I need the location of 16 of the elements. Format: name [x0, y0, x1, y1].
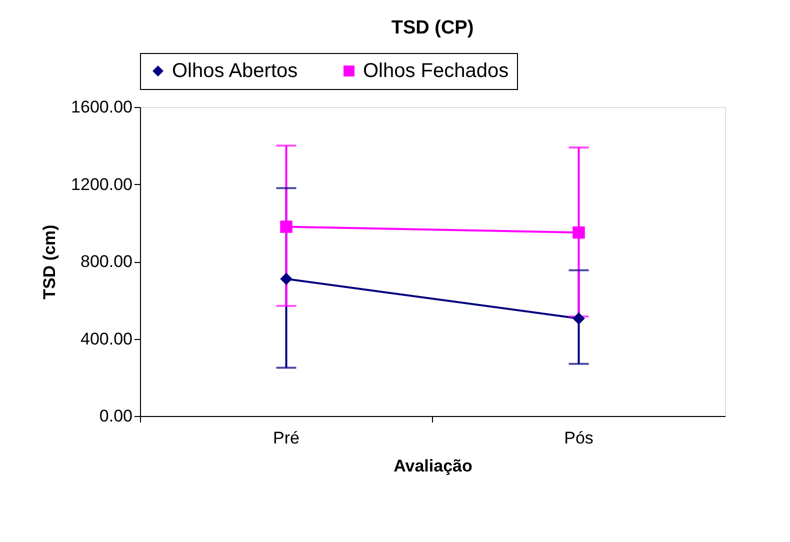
y-tick-label: 1600.00: [71, 98, 132, 116]
legend-label: Olhos Fechados: [363, 60, 509, 82]
point: [280, 220, 292, 233]
x-tick-label: Pré: [273, 428, 300, 448]
x-tick-label: Pós: [564, 428, 594, 448]
x-axis-title: Avaliação: [394, 456, 472, 476]
chart-title: TSD (CP): [391, 18, 474, 38]
point: [280, 272, 292, 286]
y-tick-label: 800.00: [80, 252, 132, 271]
legend-label: Olhos Abertos: [172, 60, 298, 82]
y-axis-title: TSD (cm): [40, 224, 60, 300]
point: [572, 312, 585, 325]
point: [572, 226, 585, 239]
y-tick-label: 400.00: [80, 329, 132, 348]
y-tick-label: 1200.00: [71, 174, 132, 194]
y-tick-label: 0.00: [99, 406, 132, 426]
